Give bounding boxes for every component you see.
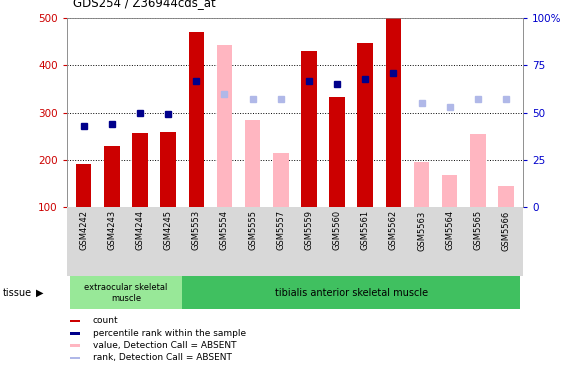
Bar	[498, 186, 514, 207]
Bar	[273, 153, 289, 207]
Bar	[189, 33, 204, 207]
Text: percentile rank within the sample: percentile rank within the sample	[93, 329, 246, 338]
Text: GSM5553: GSM5553	[192, 210, 201, 250]
Bar	[70, 332, 80, 335]
Text: GSM5555: GSM5555	[248, 210, 257, 250]
Text: GSM4244: GSM4244	[135, 210, 145, 250]
Text: ▶: ▶	[36, 288, 44, 298]
Text: GSM5559: GSM5559	[304, 210, 313, 250]
Bar	[217, 45, 232, 207]
Bar	[357, 43, 373, 207]
Bar	[70, 344, 80, 347]
Bar	[182, 276, 520, 309]
Text: GSM5566: GSM5566	[501, 210, 511, 250]
Text: GSM4242: GSM4242	[79, 210, 88, 250]
Bar	[76, 164, 91, 207]
Bar	[414, 162, 429, 207]
Text: GSM4245: GSM4245	[164, 210, 173, 250]
Text: GDS254 / Z36944cds_at: GDS254 / Z36944cds_at	[73, 0, 216, 9]
Text: GSM5563: GSM5563	[417, 210, 426, 250]
Bar	[70, 357, 80, 359]
Bar	[386, 18, 401, 207]
Text: GSM5564: GSM5564	[445, 210, 454, 250]
Bar	[245, 120, 260, 207]
Text: GSM5554: GSM5554	[220, 210, 229, 250]
Text: GSM5565: GSM5565	[474, 210, 482, 250]
Bar	[301, 51, 317, 207]
Text: GSM5561: GSM5561	[361, 210, 370, 250]
Bar	[329, 97, 345, 207]
Text: GSM5562: GSM5562	[389, 210, 398, 250]
Text: tibialis anterior skeletal muscle: tibialis anterior skeletal muscle	[275, 288, 428, 298]
Bar	[104, 146, 120, 207]
Text: tissue: tissue	[3, 288, 32, 298]
Bar	[70, 276, 182, 309]
Text: value, Detection Call = ABSENT: value, Detection Call = ABSENT	[93, 341, 236, 350]
Bar	[132, 133, 148, 207]
Text: GSM5560: GSM5560	[332, 210, 342, 250]
Text: GSM4243: GSM4243	[107, 210, 116, 250]
Bar	[442, 175, 457, 207]
Text: rank, Detection Call = ABSENT: rank, Detection Call = ABSENT	[93, 354, 232, 362]
Text: extraocular skeletal
muscle: extraocular skeletal muscle	[84, 283, 168, 303]
Bar	[70, 320, 80, 322]
Bar	[160, 132, 176, 207]
Text: count: count	[93, 317, 119, 325]
Text: GSM5557: GSM5557	[277, 210, 285, 250]
Bar	[470, 134, 486, 207]
